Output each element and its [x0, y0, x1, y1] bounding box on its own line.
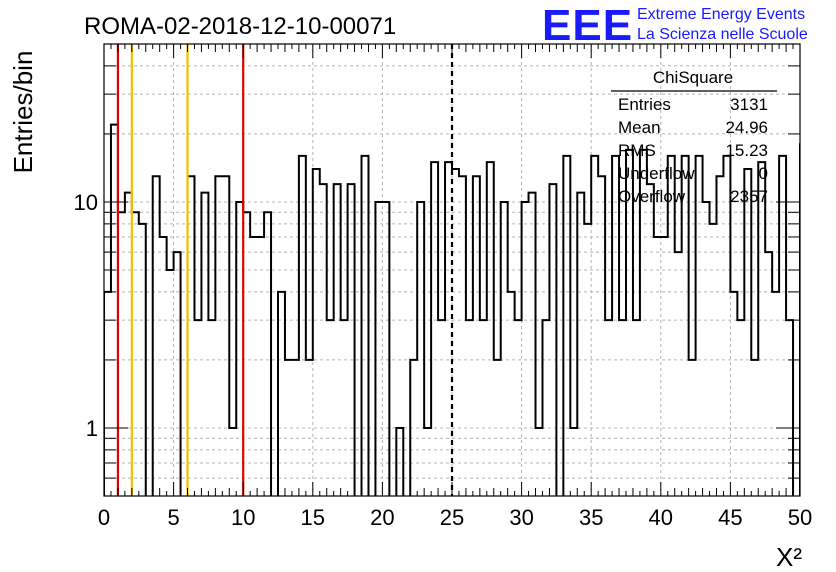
axis-ticks: 0 5 10 15 20 25 30 35 40 45 50 1 10: [74, 44, 812, 530]
stats-title: ChiSquare: [653, 68, 733, 87]
x-tick-label: 40: [649, 505, 673, 530]
stats-box: ChiSquare Entries 3131 Mean 24.96 RMS 15.23 Un…: [611, 68, 777, 206]
x-tick-label: 15: [301, 505, 325, 530]
x-tick-label: 25: [440, 505, 464, 530]
y-tick-label: 10: [74, 190, 98, 215]
x-tick-label: 50: [788, 505, 812, 530]
stats-value: 15.23: [725, 141, 768, 160]
stats-value: 24.96: [725, 118, 768, 137]
stats-label: RMS: [618, 141, 656, 160]
histogram-bars: [104, 123, 800, 496]
y-axis-label: Entries/bin: [8, 51, 38, 174]
stats-label: Entries: [618, 95, 671, 114]
x-tick-label: 5: [167, 505, 179, 530]
logo-line-2: La Scienza nelle Scuole: [637, 26, 808, 43]
x-tick-label: 10: [231, 505, 255, 530]
y-tick-label: 1: [86, 416, 98, 441]
logo-mark: EEE: [542, 1, 633, 50]
stats-label: Mean: [618, 118, 661, 137]
histogram-outline: [104, 123, 800, 496]
x-tick-label: 0: [98, 505, 110, 530]
x-axis-label: X²: [776, 542, 802, 572]
stats-value: 0: [759, 164, 768, 183]
x-tick-label: 35: [579, 505, 603, 530]
stats-value: 3131: [730, 95, 768, 114]
reference-lines: [116, 44, 454, 496]
stats-label: Overflow: [618, 187, 686, 206]
x-tick-label: 45: [718, 505, 742, 530]
x-tick-label: 20: [370, 505, 394, 530]
eee-logo: EEE Extreme Energy Events La Scienza nel…: [542, 1, 808, 50]
x-tick-label: 30: [509, 505, 533, 530]
stats-label: Underflow: [618, 164, 695, 183]
chart-title: ROMA-02-2018-12-10-00071: [84, 13, 396, 40]
stats-value: 2357: [730, 187, 768, 206]
logo-line-1: Extreme Energy Events: [637, 6, 805, 23]
